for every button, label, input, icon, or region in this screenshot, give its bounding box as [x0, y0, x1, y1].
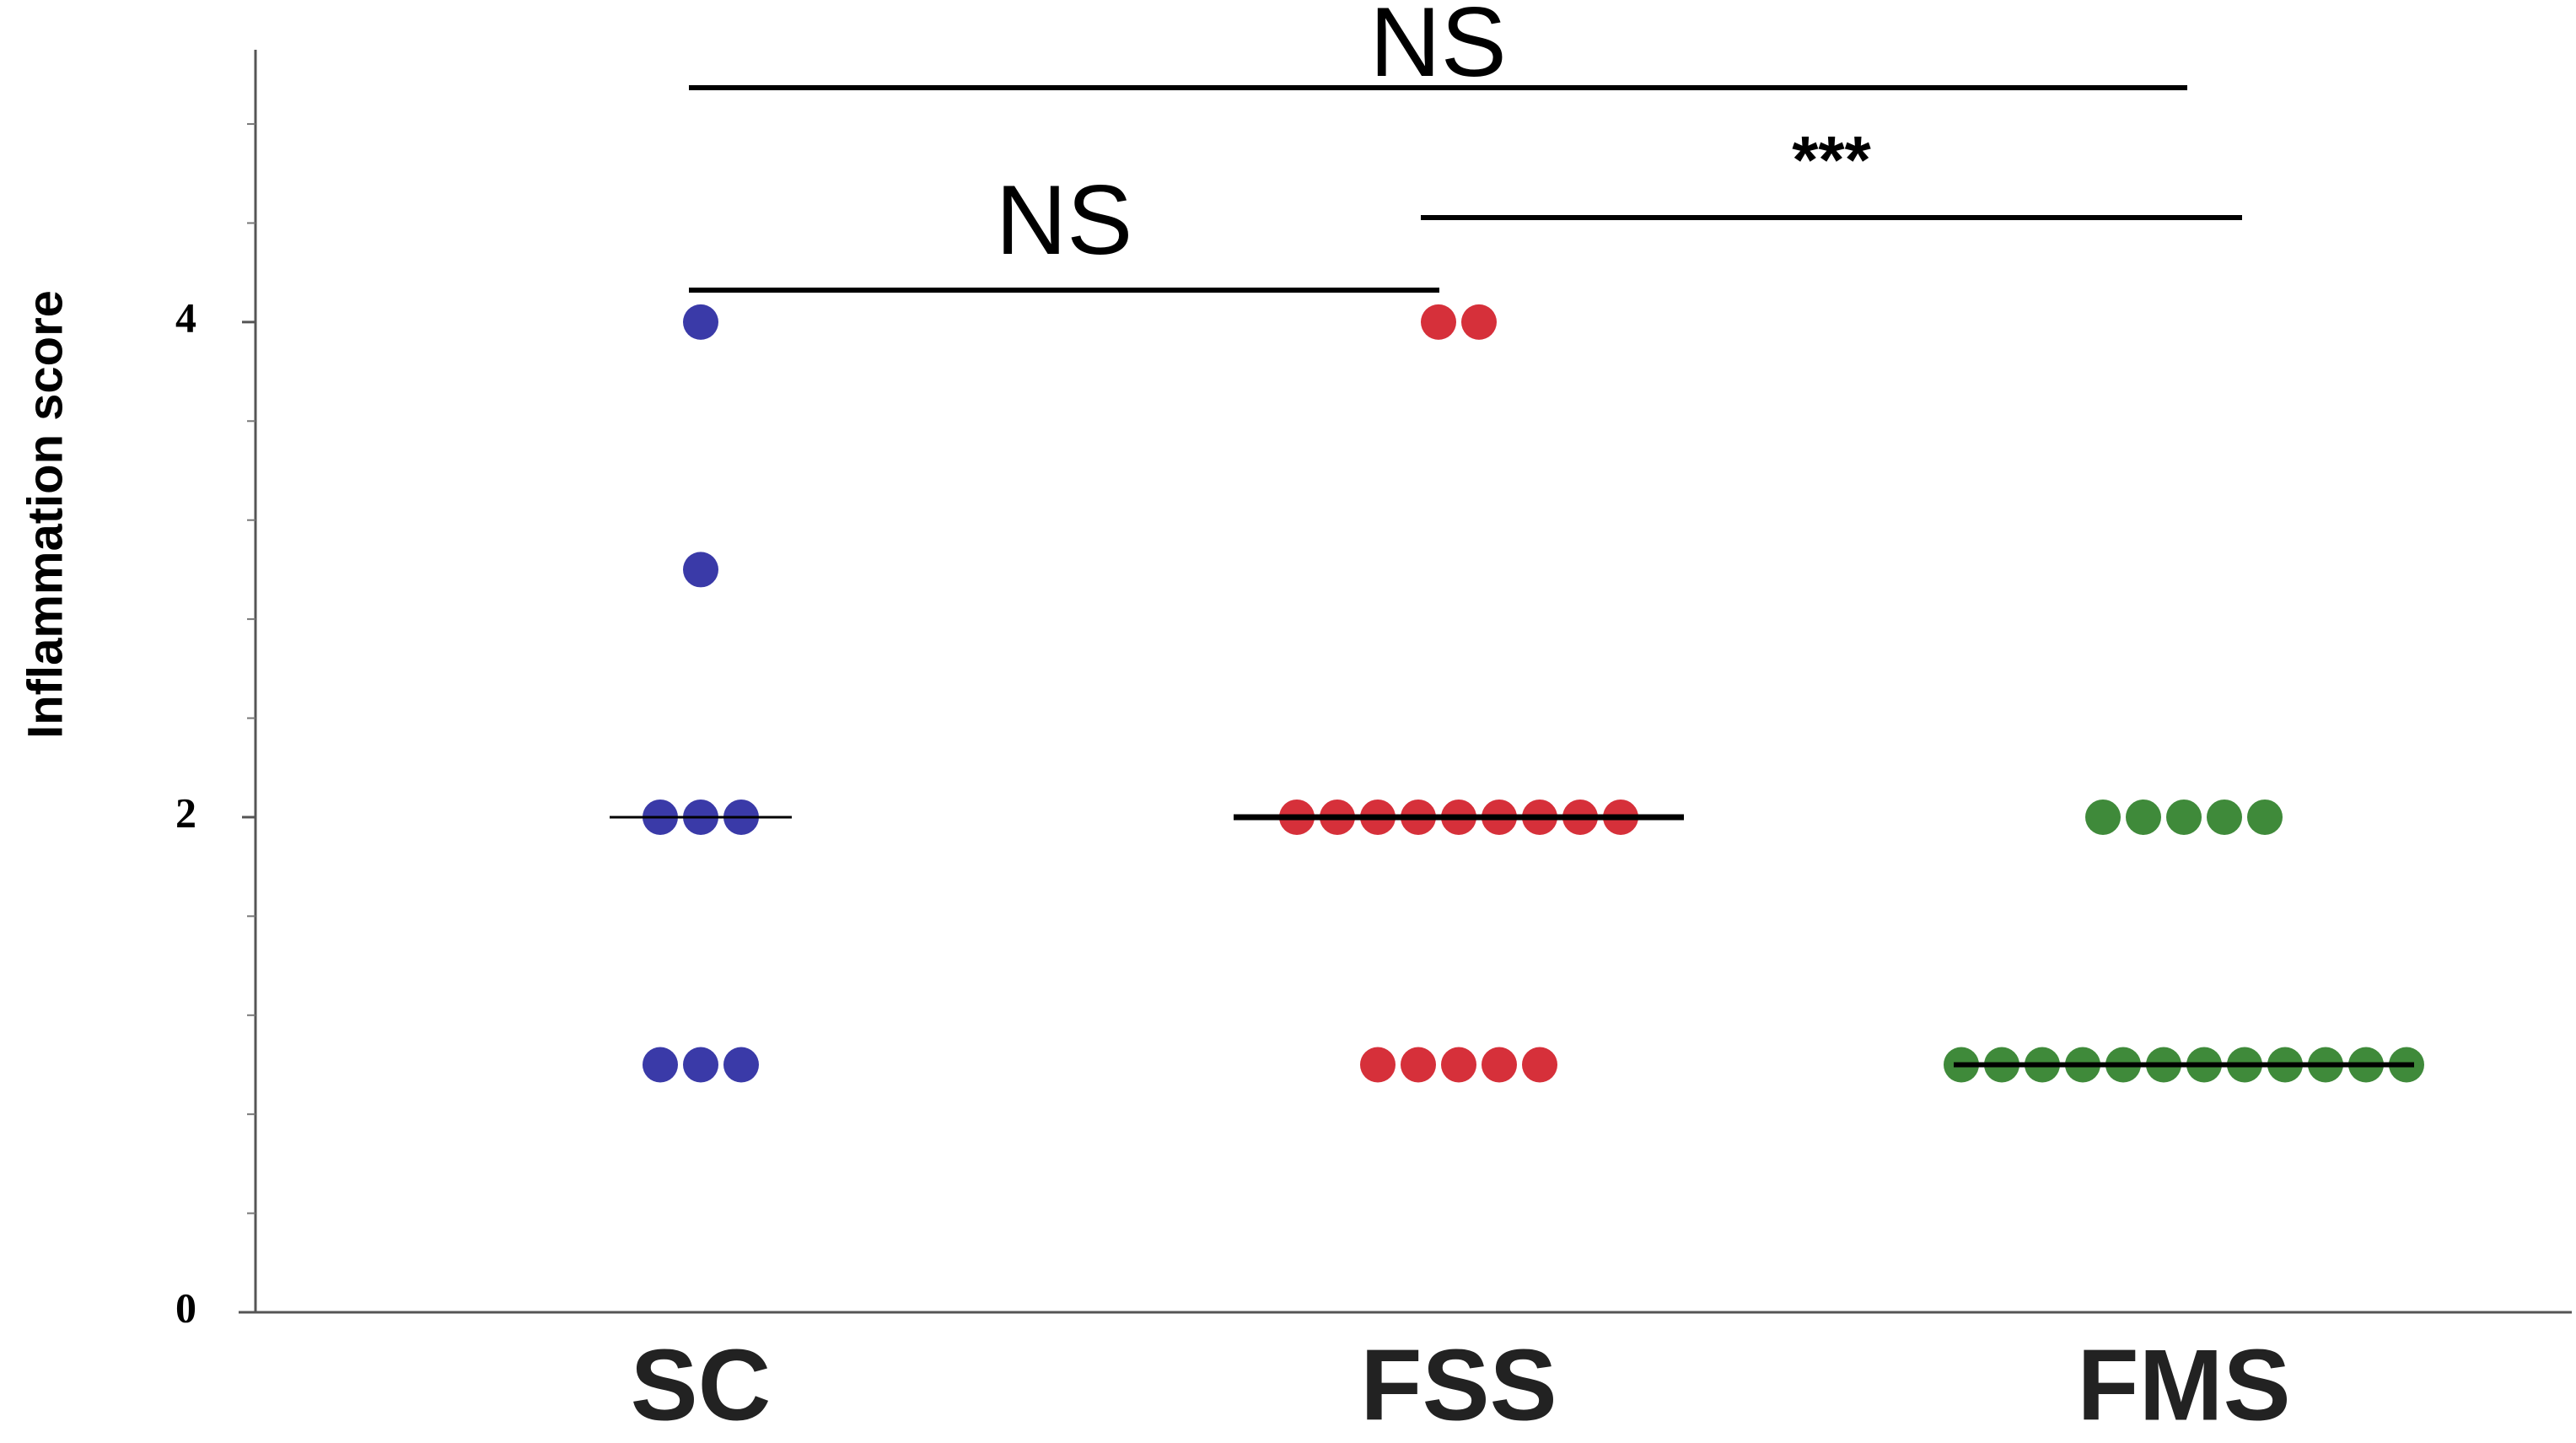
data-point	[1441, 1047, 1476, 1083]
data-point	[683, 552, 718, 588]
y-tick-label: 4	[175, 293, 196, 341]
data-point	[723, 1047, 759, 1083]
data-point	[1401, 1047, 1436, 1083]
data-point	[2126, 799, 2161, 835]
data-point	[1461, 304, 1497, 340]
data-point	[2166, 799, 2202, 835]
y-axis-label: Inflammation score	[18, 290, 73, 739]
data-point	[643, 1047, 678, 1083]
data-point	[1421, 304, 1456, 340]
x-tick-label: FMS	[2077, 1329, 2290, 1442]
significance-label: NS	[1369, 0, 1507, 97]
x-tick-label: SC	[631, 1329, 772, 1442]
data-point	[2085, 799, 2121, 835]
x-tick-label: FSS	[1360, 1329, 1557, 1442]
data-point	[1360, 1047, 1396, 1083]
significance-label: NS	[996, 164, 1133, 275]
y-tick-label: 0	[175, 1284, 196, 1331]
data-point	[683, 1047, 718, 1083]
data-point	[2247, 799, 2283, 835]
y-tick-label: 2	[175, 789, 196, 836]
data-point	[2207, 799, 2242, 835]
data-point	[1522, 1047, 1557, 1083]
significance-label: ***	[1792, 122, 1871, 197]
data-point	[1482, 1047, 1517, 1083]
data-point	[683, 304, 718, 340]
